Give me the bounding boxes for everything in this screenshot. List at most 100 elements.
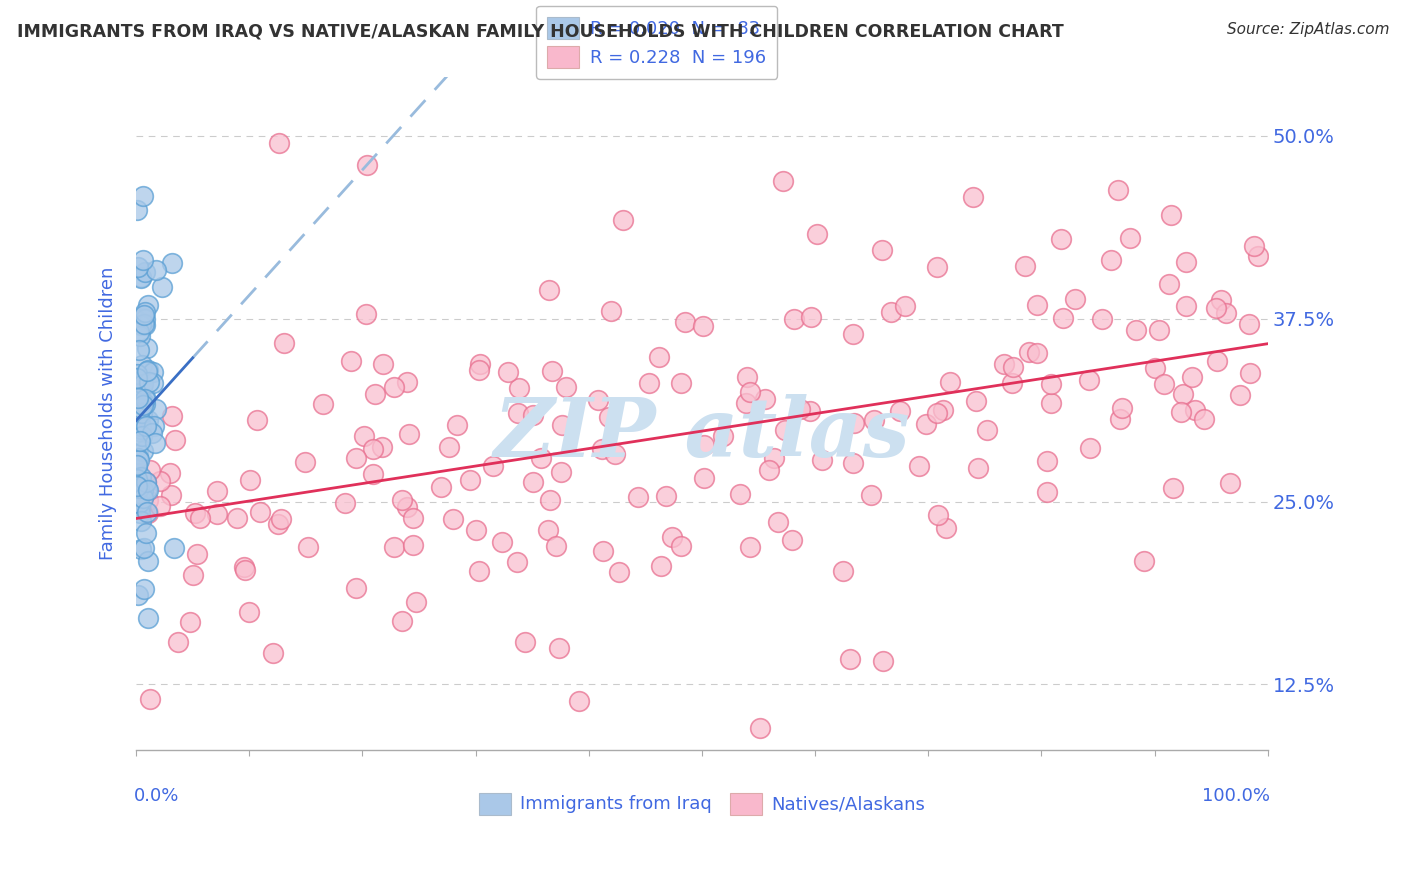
Point bbox=[859, 487, 882, 501]
Point bbox=[188, 511, 211, 525]
Point bbox=[361, 442, 384, 456]
Point bbox=[132, 310, 155, 325]
Point bbox=[537, 523, 560, 537]
Point bbox=[132, 483, 155, 497]
Point bbox=[129, 421, 152, 435]
Point bbox=[129, 269, 152, 284]
Point bbox=[932, 403, 955, 417]
Point bbox=[136, 413, 159, 427]
Y-axis label: Family Households with Children: Family Households with Children bbox=[100, 267, 117, 560]
Point bbox=[125, 459, 148, 474]
Point bbox=[233, 563, 256, 577]
Point bbox=[356, 158, 378, 172]
Point bbox=[927, 406, 949, 420]
Point bbox=[340, 354, 363, 368]
Point bbox=[205, 507, 228, 521]
Point bbox=[1063, 292, 1085, 306]
Point bbox=[132, 491, 155, 505]
Point bbox=[1040, 377, 1063, 392]
Point bbox=[551, 418, 574, 433]
Point bbox=[179, 615, 201, 629]
Point bbox=[669, 376, 692, 390]
Point bbox=[458, 473, 481, 487]
Point bbox=[1036, 454, 1059, 468]
Point bbox=[270, 511, 292, 525]
Point bbox=[127, 588, 149, 602]
Point bbox=[1078, 373, 1101, 387]
Point bbox=[143, 436, 166, 450]
Point bbox=[312, 397, 335, 411]
Point bbox=[599, 304, 621, 318]
Point bbox=[1174, 299, 1197, 313]
Point bbox=[763, 450, 786, 465]
Point bbox=[1125, 322, 1147, 336]
Point bbox=[607, 565, 630, 579]
Point bbox=[627, 490, 650, 504]
Point bbox=[789, 402, 811, 417]
Point bbox=[149, 500, 172, 514]
Point bbox=[335, 496, 357, 510]
Point bbox=[1215, 306, 1237, 320]
Point bbox=[141, 425, 163, 440]
Point bbox=[872, 653, 894, 667]
Point bbox=[522, 408, 544, 422]
Point bbox=[1239, 366, 1261, 380]
Point bbox=[914, 417, 936, 432]
Point bbox=[1091, 311, 1114, 326]
Point bbox=[513, 635, 536, 649]
Point bbox=[711, 429, 734, 443]
Point bbox=[344, 451, 367, 466]
Point bbox=[132, 188, 155, 202]
Point bbox=[1161, 481, 1184, 495]
Point bbox=[748, 721, 770, 735]
Point bbox=[395, 375, 418, 389]
Point bbox=[370, 440, 392, 454]
Point bbox=[136, 363, 159, 377]
Point bbox=[364, 386, 387, 401]
Text: Source: ZipAtlas.com: Source: ZipAtlas.com bbox=[1226, 22, 1389, 37]
Point bbox=[143, 419, 166, 434]
Point bbox=[159, 466, 181, 480]
Point bbox=[993, 357, 1015, 371]
Point bbox=[129, 470, 152, 484]
Point bbox=[129, 270, 152, 285]
Point bbox=[131, 380, 153, 394]
Point bbox=[693, 470, 716, 484]
Point bbox=[1243, 239, 1265, 253]
Point bbox=[464, 523, 486, 537]
Point bbox=[735, 370, 758, 384]
Point bbox=[398, 426, 420, 441]
Point bbox=[134, 308, 156, 322]
Point bbox=[135, 525, 157, 540]
Point bbox=[135, 341, 157, 355]
Point bbox=[491, 534, 513, 549]
Point bbox=[842, 326, 865, 341]
Point bbox=[127, 377, 149, 392]
Point bbox=[160, 488, 183, 502]
Point bbox=[150, 279, 173, 293]
Point bbox=[768, 515, 790, 529]
Legend: Immigrants from Iraq, Natives/Alaskans: Immigrants from Iraq, Natives/Alaskans bbox=[471, 785, 932, 822]
Point bbox=[186, 547, 208, 561]
Point bbox=[598, 409, 620, 424]
Point bbox=[661, 530, 683, 544]
Point bbox=[1247, 249, 1270, 263]
Point bbox=[135, 364, 157, 378]
Point bbox=[1143, 361, 1166, 376]
Point bbox=[239, 473, 262, 487]
Point bbox=[1107, 183, 1129, 197]
Point bbox=[132, 582, 155, 596]
Point bbox=[136, 483, 159, 497]
Point bbox=[134, 311, 156, 326]
Point bbox=[1002, 359, 1025, 374]
Point bbox=[132, 398, 155, 412]
Point bbox=[592, 544, 614, 558]
Point bbox=[740, 385, 762, 400]
Point bbox=[735, 396, 758, 410]
Point bbox=[1052, 310, 1074, 325]
Point bbox=[430, 479, 453, 493]
Point bbox=[139, 692, 162, 706]
Point bbox=[145, 263, 167, 277]
Point bbox=[149, 474, 172, 488]
Point bbox=[184, 506, 207, 520]
